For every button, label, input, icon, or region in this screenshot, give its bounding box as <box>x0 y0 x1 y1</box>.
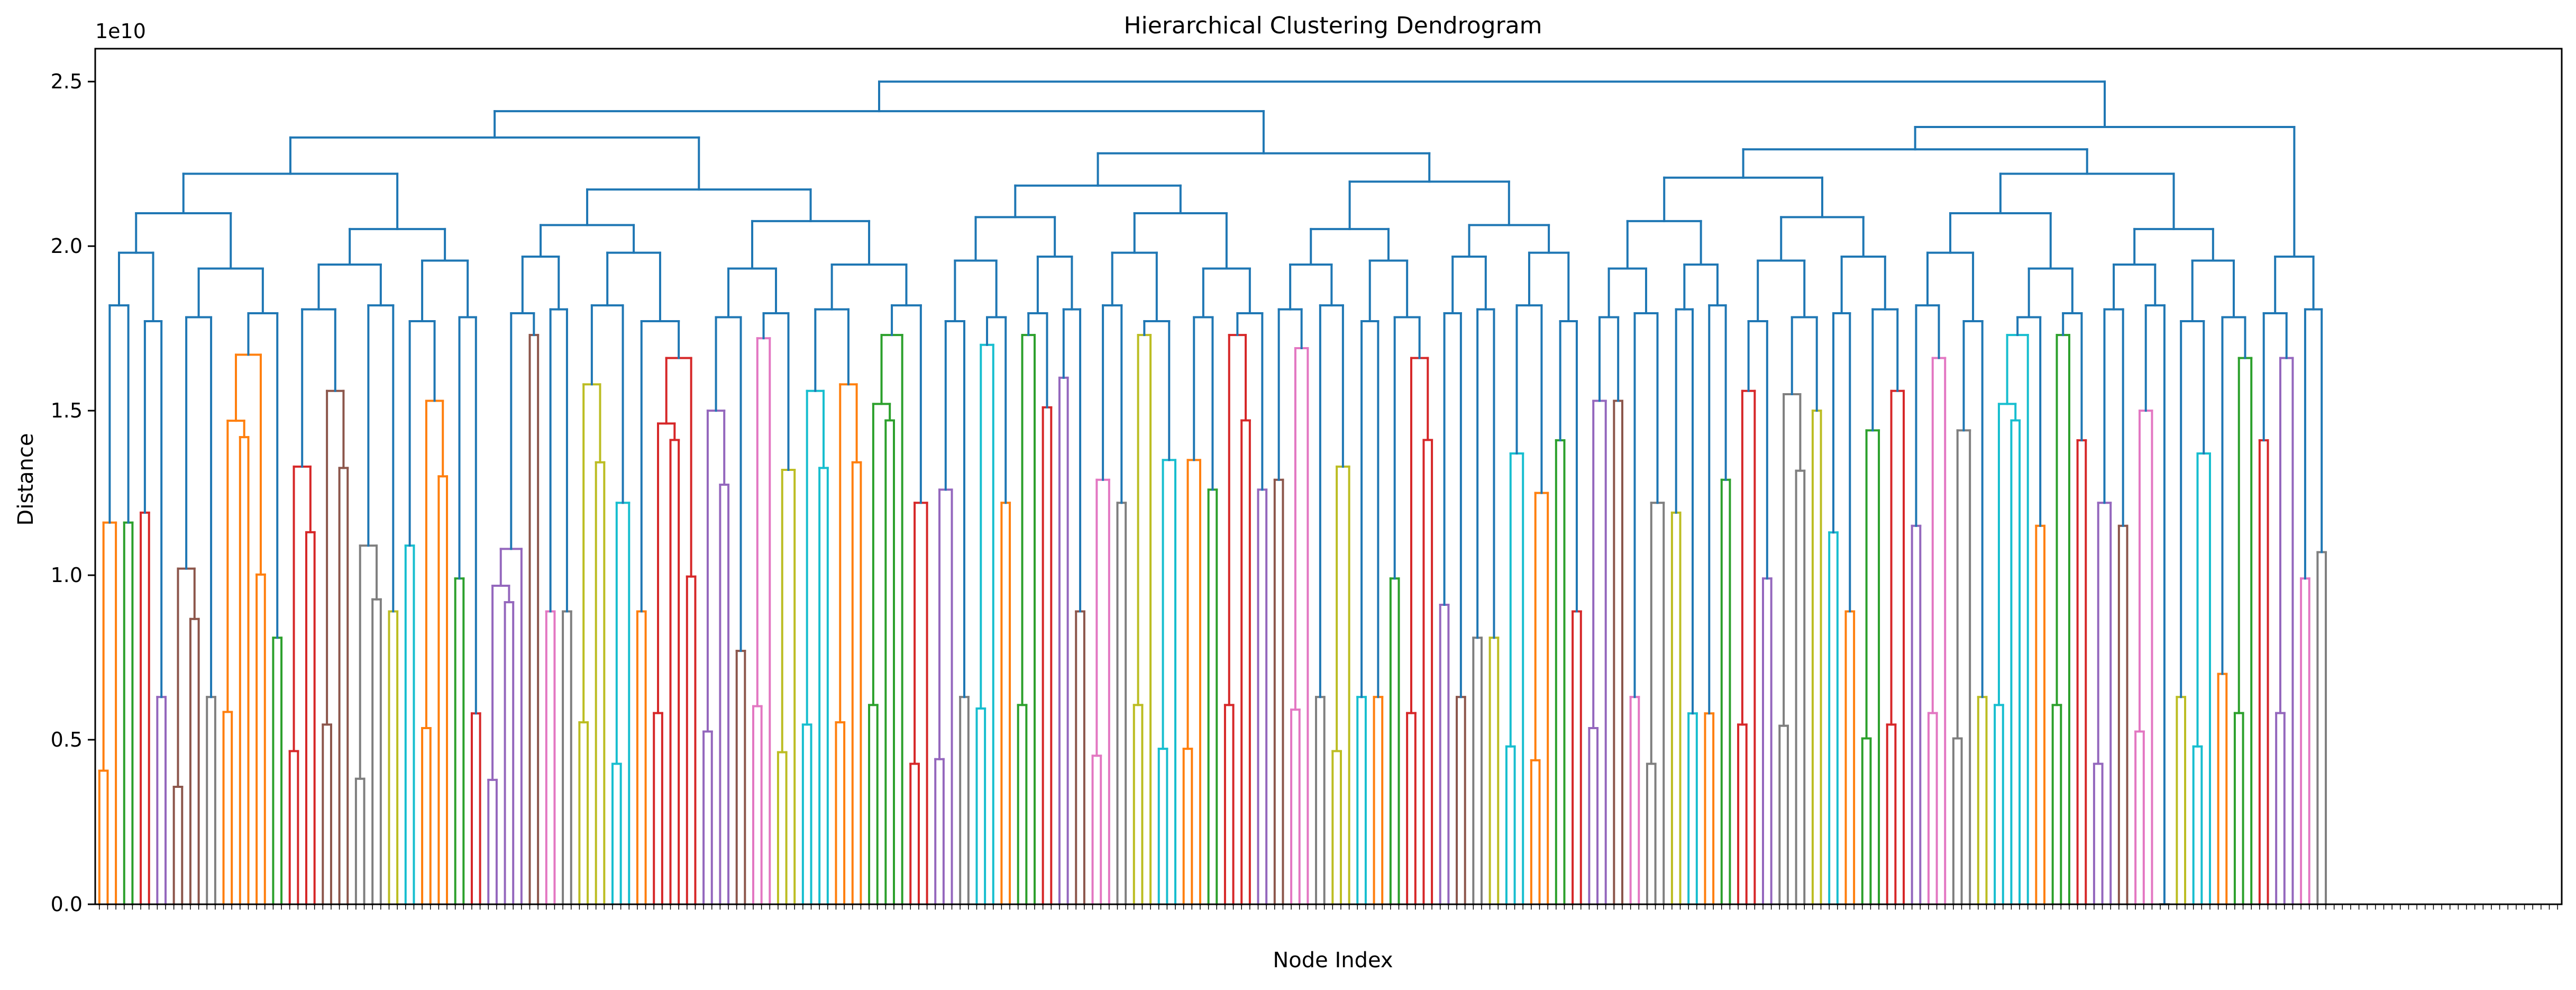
leaf-ticks <box>99 904 2558 910</box>
y-tick-label: 1.0 <box>51 564 83 587</box>
y-tick-label: 0.0 <box>51 893 83 916</box>
y-ticks: 0.0 0.5 1.0 1.5 2.0 2.5 <box>51 70 95 916</box>
y-tick-label: 2.5 <box>51 70 83 93</box>
x-axis-label: Node Index <box>1273 948 1393 973</box>
chart-title: Hierarchical Clustering Dendrogram <box>1123 12 1542 39</box>
y-tick-label: 1.5 <box>51 399 83 422</box>
y-tick-label: 2.0 <box>51 234 83 258</box>
y-tick-label: 0.5 <box>51 728 83 751</box>
y-axis-label: Distance <box>14 433 38 526</box>
y-scale-multiplier: 1e10 <box>95 20 146 43</box>
dendrogram-links <box>98 80 2327 905</box>
plot-area-frame <box>94 48 2563 905</box>
